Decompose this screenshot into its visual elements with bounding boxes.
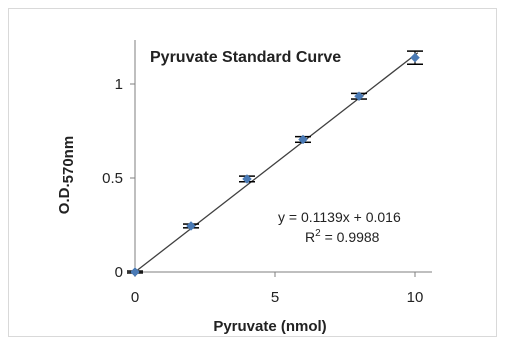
y-axis-label: O.D.570nm [56,136,77,214]
trendline-group [134,52,419,273]
x-axis-label: Pyruvate (nmol) [213,318,326,335]
r-squared-superscript: 2 [315,228,321,239]
data-point [239,174,255,184]
y-tick-label: 0.5 [102,170,123,187]
trendline-equation: y = 0.1139x + 0.016 [278,209,401,225]
data-marker [410,52,420,63]
data-marker [354,91,364,102]
y-axis-label-sub: 570nm [60,136,77,184]
chart-title: Pyruvate Standard Curve [150,49,341,66]
data-marker [186,221,196,231]
data-marker [298,134,308,145]
data-marker [242,174,252,184]
data-point [407,50,423,66]
y-tick-label: 0 [115,264,123,281]
y-tick-label: 1 [115,76,123,93]
data-point [127,267,143,277]
r-squared-symbol: R [305,229,315,245]
x-tick-label: 0 [131,289,139,306]
data-point [351,91,367,102]
data-marker [130,267,140,277]
trendline [134,52,419,273]
data-points-group [127,50,423,277]
r-squared-value: = 0.9988 [321,229,380,245]
y-axis-label-main: O.D. [56,183,73,214]
x-tick-label: 10 [407,289,424,306]
data-point [183,221,199,231]
r-squared-label: R2 = 0.9988 [305,228,380,245]
x-tick-label: 5 [271,289,279,306]
data-point [295,134,311,145]
